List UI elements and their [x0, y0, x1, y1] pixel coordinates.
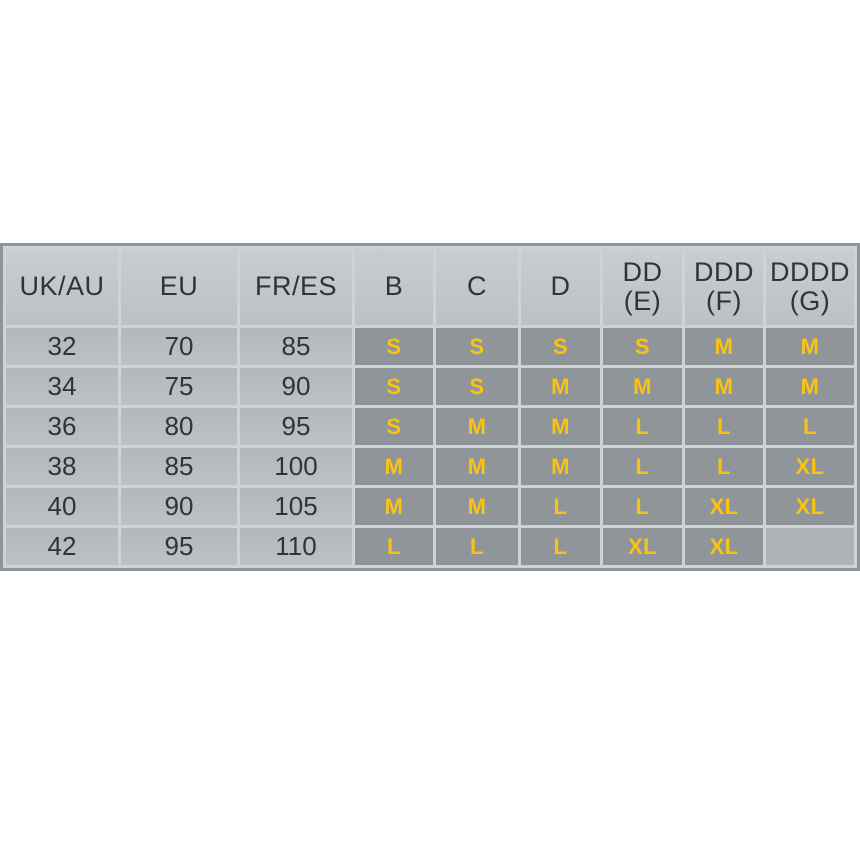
garment-size-cell-dd-e: M: [603, 368, 682, 405]
band-size-cell-fr-es: 85: [240, 328, 352, 365]
garment-size-cell-b: S: [355, 328, 433, 365]
band-size-cell-eu: 95: [121, 528, 237, 565]
garment-size-cell-dddd-g: M: [766, 368, 854, 405]
garment-size-cell-dddd-g: XL: [766, 488, 854, 525]
size-chart-table: UK/AU EU FR/ES B C D DD (E) DDD (F) DDDD (G) 32 7…: [0, 243, 860, 571]
band-size-cell-eu: 90: [121, 488, 237, 525]
garment-size-cell-ddd-f: L: [685, 408, 763, 445]
band-size-cell-uk-au: 40: [6, 488, 118, 525]
column-header-ddd-f: DDD (F): [685, 249, 763, 325]
garment-size-cell-dddd-g: XL: [766, 448, 854, 485]
garment-size-cell-dd-e: XL: [603, 528, 682, 565]
band-size-cell-uk-au: 34: [6, 368, 118, 405]
garment-size-cell-dd-e: L: [603, 448, 682, 485]
garment-size-cell-ddd-f: L: [685, 448, 763, 485]
band-size-cell-uk-au: 32: [6, 328, 118, 365]
band-size-cell-eu: 80: [121, 408, 237, 445]
garment-size-cell-dddd-g: L: [766, 408, 854, 445]
garment-size-cell-dd-e: S: [603, 328, 682, 365]
band-size-cell-eu: 85: [121, 448, 237, 485]
header-row: UK/AU EU FR/ES B C D DD (E) DDD (F) DDDD (G): [6, 249, 854, 325]
garment-size-cell-d: L: [521, 488, 600, 525]
garment-size-cell-dd-e: L: [603, 488, 682, 525]
garment-size-cell-d: L: [521, 528, 600, 565]
garment-size-cell-ddd-f: XL: [685, 528, 763, 565]
table-row: 34 75 90 S S M M M M: [6, 368, 854, 405]
column-header-dddd-g: DDDD (G): [766, 249, 854, 325]
band-size-cell-uk-au: 36: [6, 408, 118, 445]
empty-cell: [766, 528, 854, 565]
garment-size-cell-c: S: [436, 328, 518, 365]
column-header-c: C: [436, 249, 518, 325]
band-size-cell-fr-es: 105: [240, 488, 352, 525]
garment-size-cell-b: M: [355, 488, 433, 525]
band-size-cell-eu: 70: [121, 328, 237, 365]
garment-size-cell-d: M: [521, 408, 600, 445]
garment-size-cell-ddd-f: M: [685, 368, 763, 405]
table-row: 38 85 100 M M M L L XL: [6, 448, 854, 485]
garment-size-cell-ddd-f: M: [685, 328, 763, 365]
garment-size-cell-b: L: [355, 528, 433, 565]
garment-size-cell-d: S: [521, 328, 600, 365]
band-size-cell-uk-au: 42: [6, 528, 118, 565]
garment-size-cell-c: S: [436, 368, 518, 405]
band-size-cell-uk-au: 38: [6, 448, 118, 485]
band-size-cell-fr-es: 110: [240, 528, 352, 565]
garment-size-cell-d: M: [521, 368, 600, 405]
column-header-fr-es: FR/ES: [240, 249, 352, 325]
column-header-uk-au: UK/AU: [6, 249, 118, 325]
table-row: 36 80 95 S M M L L L: [6, 408, 854, 445]
band-size-cell-fr-es: 90: [240, 368, 352, 405]
garment-size-cell-ddd-f: XL: [685, 488, 763, 525]
garment-size-cell-c: M: [436, 488, 518, 525]
garment-size-cell-c: M: [436, 448, 518, 485]
column-header-d: D: [521, 249, 600, 325]
garment-size-cell-c: L: [436, 528, 518, 565]
garment-size-cell-dd-e: L: [603, 408, 682, 445]
column-header-dd-e: DD (E): [603, 249, 682, 325]
garment-size-cell-c: M: [436, 408, 518, 445]
garment-size-cell-d: M: [521, 448, 600, 485]
table-row: 42 95 110 L L L XL XL: [6, 528, 854, 565]
band-size-cell-fr-es: 95: [240, 408, 352, 445]
column-header-b: B: [355, 249, 433, 325]
table-row: 40 90 105 M M L L XL XL: [6, 488, 854, 525]
garment-size-cell-b: M: [355, 448, 433, 485]
garment-size-cell-b: S: [355, 408, 433, 445]
band-size-cell-fr-es: 100: [240, 448, 352, 485]
garment-size-cell-dddd-g: M: [766, 328, 854, 365]
garment-size-cell-b: S: [355, 368, 433, 405]
table-row: 32 70 85 S S S S M M: [6, 328, 854, 365]
band-size-cell-eu: 75: [121, 368, 237, 405]
column-header-eu: EU: [121, 249, 237, 325]
